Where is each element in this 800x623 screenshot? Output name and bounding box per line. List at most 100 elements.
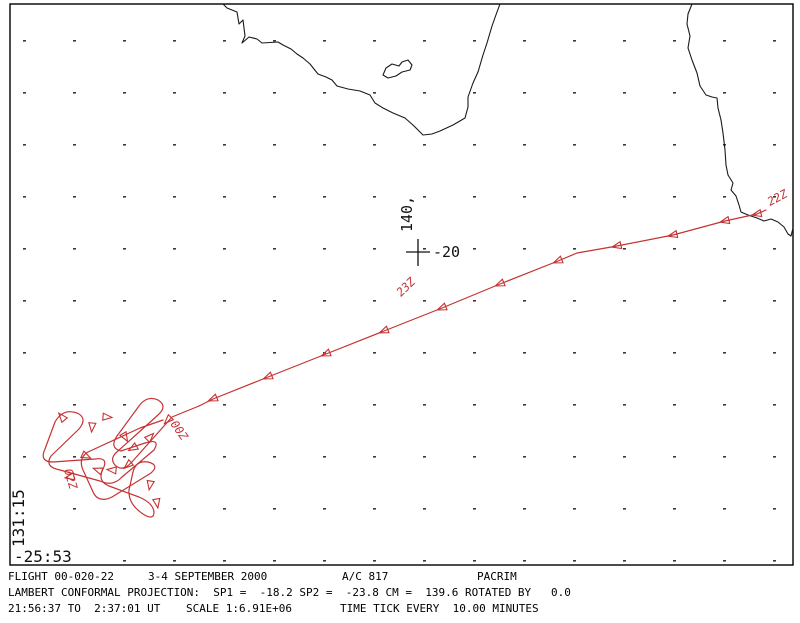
time-tick-triangle [163,413,175,425]
graticule-dot [673,352,676,354]
graticule-dot [223,456,226,458]
graticule-dot [323,92,326,94]
graticule-dot [373,40,376,42]
graticule-dot [773,456,776,458]
graticule-dot [273,144,276,146]
graticule-dot [273,196,276,198]
graticule-dot [473,404,476,406]
graticule-dot [473,352,476,354]
graticule-dot [623,92,626,94]
flight-track: 22Z 23Z 00Z 02Z [42,186,791,518]
graticule-dot [223,248,226,250]
graticule-dot [423,92,426,94]
graticule-dot [73,456,76,458]
graticule-dot [573,456,576,458]
graticule-dot [173,144,176,146]
time-tick-triangle [143,432,155,444]
map-border [9,3,794,566]
graticule-dot [123,40,126,42]
graticule-dot [623,560,626,562]
graticule-dot [373,248,376,250]
graticule-dot [373,92,376,94]
time-tick-triangle [102,412,114,421]
graticule-dot [173,92,176,94]
time-tick-triangle [377,325,390,334]
graticule-dot [423,560,426,562]
graticule-dot [523,92,526,94]
graticule-dot [423,508,426,510]
graticule-dot [673,92,676,94]
graticule-dot [573,196,576,198]
graticule-dot [123,404,126,406]
time-tick-triangle [105,466,117,475]
graticule-dot [223,196,226,198]
longitude-label-140: 140, [398,196,416,232]
time-tick-triangle [80,450,92,459]
graticule-dot [373,560,376,562]
graticule-cross [406,239,430,266]
graticule-dot [673,508,676,510]
graticule-dot [323,40,326,42]
flight-id: FLIGHT 00-020-22 [8,570,114,583]
graticule-dot [773,352,776,354]
tick-interval: TIME TICK EVERY 10.00 MINUTES [340,602,539,615]
graticule-dot [523,144,526,146]
campaign-name: PACRIM [477,570,517,583]
graticule-dot [573,248,576,250]
graticule-dot [323,300,326,302]
graticule-dot [773,92,776,94]
graticule-dot [23,92,26,94]
graticule-dot [473,196,476,198]
graticule-dot [773,404,776,406]
graticule-dot [373,456,376,458]
time-tick-triangle [206,393,219,402]
graticule-dot [223,560,226,562]
graticule-dot [223,40,226,42]
time-label-02z: 02Z [61,467,80,492]
time-tick-labels: 22Z 23Z 00Z 02Z [61,186,791,492]
graticule-dot [723,508,726,510]
graticule-dot [473,300,476,302]
graticule-dot [223,352,226,354]
time-tick-triangle [127,441,140,452]
graticule-dot [723,40,726,42]
graticule-dot [173,560,176,562]
graticule-dot [573,144,576,146]
time-tick-triangle [610,240,623,250]
graticule-dot [273,300,276,302]
graticule-dot [723,352,726,354]
graticule-dot [523,248,526,250]
graticule-dot [323,508,326,510]
latitude-label-20: -20 [433,243,460,261]
graticule-dot [423,144,426,146]
graticule-dot [123,508,126,510]
flight-track-line [198,209,767,407]
graticule-dot [473,40,476,42]
graticule-dot [573,404,576,406]
graticule-dot [23,248,26,250]
graticule-dot [73,300,76,302]
time-tick-triangle [319,348,332,357]
graticule-dot [123,248,126,250]
graticule-dot [123,92,126,94]
graticule-dot [223,508,226,510]
graticule-dot [423,248,426,250]
graticule-dot [223,404,226,406]
graticule-dot [673,144,676,146]
graticule-dot [723,92,726,94]
time-tick-triangle [750,208,763,218]
graticule-dot [723,196,726,198]
graticule-dot [373,196,376,198]
graticule-dot [173,300,176,302]
graticule-dot [23,456,26,458]
graticule-dot [323,196,326,198]
graticule-dot [723,404,726,406]
graticule-dot [73,352,76,354]
graticule-dot [773,144,776,146]
graticule-dot [123,300,126,302]
graticule-dot [623,456,626,458]
graticule-dot [173,196,176,198]
graticule-dot [623,508,626,510]
graticule-dot [673,196,676,198]
graticule-dot [423,352,426,354]
